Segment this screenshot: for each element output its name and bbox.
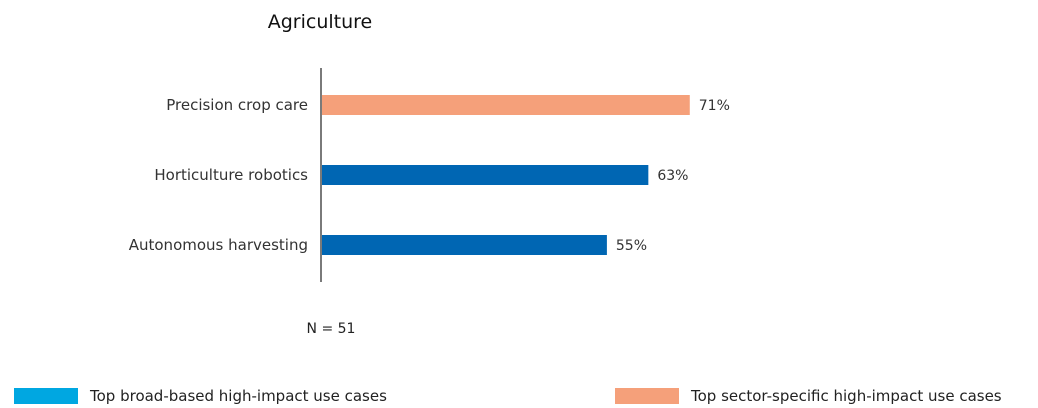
bars-group: Precision crop care 71% Horticulture robot… bbox=[129, 95, 730, 255]
bar-chart: Agriculture Precision crop care 71% Hortic… bbox=[129, 11, 730, 337]
value-label-autonomous-harvesting: 55% bbox=[616, 238, 647, 254]
bar-autonomous-harvesting bbox=[322, 235, 607, 255]
legend-label-sector-specific: Top sector-specific high-impact use case… bbox=[691, 387, 1002, 405]
value-label-horticulture-robotics: 63% bbox=[657, 168, 688, 184]
category-label-horticulture-robotics: Horticulture robotics bbox=[154, 166, 308, 184]
legend-label-broad-based: Top broad-based high-impact use cases bbox=[90, 387, 387, 405]
chart-title: Agriculture bbox=[268, 11, 373, 33]
legend-swatch-broad-based bbox=[14, 388, 78, 404]
legend-item-broad-based: Top broad-based high-impact use cases bbox=[14, 386, 387, 406]
legend-item-sector-specific: Top sector-specific high-impact use case… bbox=[615, 386, 1002, 406]
bar-precision-crop-care bbox=[322, 95, 690, 115]
bar-horticulture-robotics bbox=[322, 165, 649, 185]
sample-size-note: N = 51 bbox=[307, 321, 356, 337]
category-label-autonomous-harvesting: Autonomous harvesting bbox=[129, 236, 308, 254]
legend-swatch-sector-specific bbox=[615, 388, 679, 404]
category-label-precision-crop-care: Precision crop care bbox=[166, 96, 308, 114]
value-label-precision-crop-care: 71% bbox=[699, 98, 730, 114]
